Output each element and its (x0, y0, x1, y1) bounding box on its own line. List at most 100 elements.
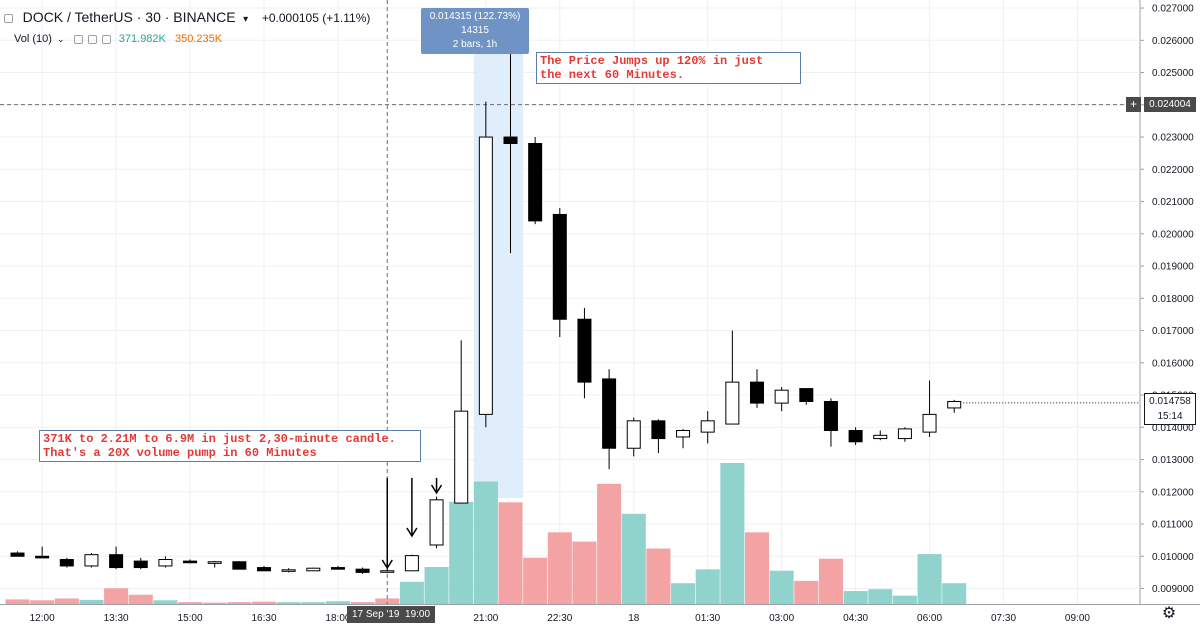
candle-body (725, 381, 740, 425)
candle-body (848, 430, 863, 443)
candle-body (947, 400, 962, 409)
candle-body (306, 567, 321, 572)
settings-icon[interactable] (87, 34, 97, 44)
volume-bar (252, 601, 277, 604)
price-axis-panel (1140, 0, 1200, 630)
price-annotation[interactable]: The Price Jumps up 120% in just the next… (536, 52, 801, 84)
time-tick-label: 16:30 (251, 613, 276, 624)
volume-bar (646, 548, 671, 604)
price-tick-label: 0.023000 (1152, 133, 1194, 144)
volume-bar (473, 481, 498, 604)
settings-gear-icon[interactable]: ⚙ (1161, 605, 1177, 622)
measure-tooltip: 0.014315 (122.73%) 14315 2 bars, 1h (421, 8, 529, 54)
volume-bar (547, 532, 572, 604)
volume-bar (5, 599, 30, 604)
candle-body (355, 568, 370, 573)
volume-annotation[interactable]: 371K to 2.21M to 6.9M in just 2,30-minut… (39, 430, 421, 462)
volume-value-2: 350.235K (174, 33, 223, 45)
down-arrow-head (430, 484, 443, 495)
volume-bar (892, 595, 917, 604)
price-tick-label: 0.020000 (1152, 229, 1194, 240)
candle-body (158, 558, 173, 567)
candle-body (626, 420, 641, 449)
candle-body (10, 552, 25, 557)
chevron-down-icon[interactable]: ⌄ (56, 34, 65, 44)
price-change: +0.000105 (+1.11%) (261, 11, 371, 25)
candle-body (676, 430, 691, 438)
candle-body (651, 420, 666, 440)
volume-bar (301, 602, 326, 604)
eye-icon[interactable] (73, 34, 83, 44)
chart-header: DOCK / TetherUS · 30 · BINANCE ▾ +0.0001… (4, 9, 370, 25)
volume-bar (30, 600, 55, 604)
candle-body (109, 554, 124, 569)
candle-body (922, 413, 937, 433)
price-tick-label: 0.027000 (1152, 4, 1194, 15)
close-icon[interactable] (101, 34, 111, 44)
candle-body (380, 570, 395, 573)
volume-bar (498, 502, 523, 604)
time-tick-label: 15:00 (178, 613, 203, 624)
price-tick-label: 0.016000 (1152, 358, 1194, 369)
collapse-icon[interactable] (4, 14, 13, 24)
volume-bar (523, 557, 548, 604)
volume-bar (276, 602, 301, 604)
candle-body (823, 400, 838, 432)
candle-body (552, 213, 567, 320)
volume-bar (843, 591, 868, 604)
symbol-dropdown-icon[interactable]: ▾ (243, 14, 249, 25)
volume-bar (745, 532, 770, 604)
symbol-title[interactable]: DOCK / TetherUS · 30 · BINANCE (22, 9, 236, 25)
price-tick-label: 0.010000 (1152, 552, 1194, 563)
volume-bar (769, 570, 794, 604)
volume-bar (794, 580, 819, 604)
price-tick-label: 0.018000 (1152, 294, 1194, 305)
volume-legend: Vol (10) ⌄ 371.982K 350.235K (14, 33, 222, 45)
volume-bar (449, 501, 474, 604)
volume-bar (671, 583, 696, 604)
crosshair-price-label: 0.024004 (1144, 97, 1196, 112)
price-tick-label: 0.009000 (1152, 584, 1194, 595)
time-tick-label: 03:00 (769, 613, 794, 624)
candle-body (183, 560, 198, 564)
candle-body (774, 389, 789, 404)
candle-body (503, 136, 518, 145)
price-tick-label: 0.025000 (1152, 68, 1194, 79)
time-tick-label: 18 (628, 613, 640, 624)
time-tick-label: 13:30 (104, 613, 129, 624)
volume-bar (917, 554, 942, 604)
volume-bar (868, 589, 893, 604)
candle-body (59, 558, 74, 567)
time-tick-label: 21:00 (473, 613, 498, 624)
volume-label[interactable]: Vol (10) (14, 33, 52, 45)
bar-countdown: 15:14 (1157, 411, 1183, 422)
candle-body (528, 143, 543, 222)
measure-tooltip-line2: 2 bars, 1h (452, 39, 498, 50)
time-tick-label: 06:00 (917, 613, 942, 624)
price-tick-label: 0.012000 (1152, 487, 1194, 498)
volume-bar (375, 598, 400, 604)
volume-bar (572, 541, 597, 604)
volume-bar (325, 601, 350, 604)
time-tick-label: 12:00 (30, 613, 55, 624)
candle-body (478, 136, 493, 415)
candle-body (577, 318, 592, 383)
candle-body (207, 561, 222, 564)
candle-body (873, 434, 888, 440)
measure-tooltip-line1: 0.014315 (122.73%) 14315 (429, 11, 521, 36)
last-price-label: 0.014758 15:14 (1144, 393, 1196, 425)
down-arrow-head (406, 527, 418, 538)
volume-bar (227, 602, 252, 604)
candle-body (133, 560, 148, 569)
candle-body (84, 554, 99, 567)
candle-body (429, 499, 444, 546)
volume-bar (621, 513, 646, 604)
crosshair-plus-icon[interactable]: + (1126, 97, 1141, 112)
volume-bar (104, 588, 129, 604)
volume-bar (597, 483, 622, 604)
down-arrow-head (381, 559, 393, 570)
candle-body (799, 388, 814, 402)
volume-bar (153, 600, 178, 604)
candle-body (454, 410, 469, 504)
